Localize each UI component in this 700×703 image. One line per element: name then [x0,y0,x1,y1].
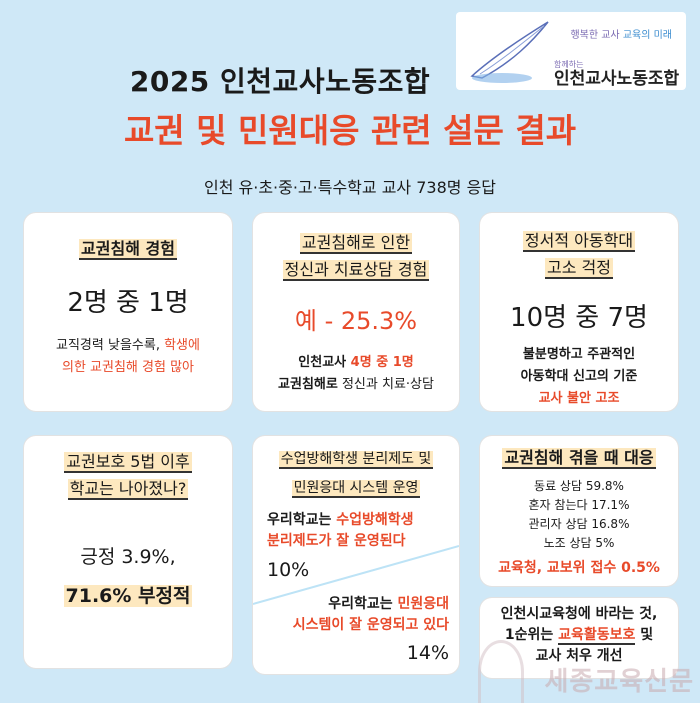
subtitle: 인천 유·초·중·고·특수학교 교사 738명 응답 [203,178,497,197]
card-psychiatric-treatment: 교권침해로 인한 정신과 치료상담 경험 예 - 25.3% 인천교사 4명 중 … [253,213,459,411]
card-note: 불분명하고 주관적인 아동학대 신고의 기준 교사 불안 고조 [520,347,638,406]
divider-line [253,545,459,605]
card-value: 10명 중 7명 [510,303,648,333]
title-line-2: 교권 및 민원대응 관련 설문 결과 [123,111,577,150]
statement-2: 우리학교는 민원응대 시스템이 잘 운영되고 있다 [292,596,449,633]
response-item: 관리자 상담 16.8% [528,517,630,531]
response-item-highlight: 교육청, 교보위 접수 0.5% [498,560,660,576]
card-value: 예 - 25.3% [294,307,418,335]
response-item: 노조 상담 5% [543,536,615,550]
card-five-laws-effect: 교권보호 5법 이후 학교는 나아졌나? 긍정 3.9%, 71.6% 부정적 [24,436,232,668]
card-note: 인천교사 4명 중 1명 교권침해로 정신과 치료·상담 [278,355,434,392]
card-heading: 교권침해로 인한 정신과 치료상담 경험 [282,233,430,281]
watermark-logo-icon [478,640,524,703]
union-logo: 행복한 교사 교육의 미래 함께하는 인천교사노동조합 [456,12,686,90]
card-child-abuse-concern: 정서적 아동학대 고소 걱정 10명 중 7명 불분명하고 주관적인 아동학대 신… [480,213,678,411]
logo-slogan: 행복한 교사 교육의 미래 [570,30,672,41]
statement-2-value: 14% [406,642,449,664]
card-heading: 수업방해학생 분리제도 및 민원응대 시스템 운영 [278,451,434,498]
card-value-negative: 71.6% 부정적 [63,585,193,607]
card-heading: 교권침해 경험 [79,239,177,260]
statement-1-value: 10% [267,559,310,581]
card-heading: 교권침해 겪을 때 대응 [502,448,656,469]
card-response-to-violation: 교권침해 겪을 때 대응 동료 상담 59.8% 혼자 참는다 17.1% 관리… [480,436,678,586]
statement-1: 우리학교는 수업방해학생 분리제도가 잘 운영된다 [267,512,414,549]
card-separation-system: 수업방해학생 분리제도 및 민원응대 시스템 운영 우리학교는 수업방해학생 분리… [253,436,459,674]
card-value-positive: 긍정 3.9%, [80,546,176,568]
logo-org-name: 인천교사노동조합 [554,69,680,89]
request-text: 인천시교육청에 바라는 것, 1순위는 교육활동보호 및 교사 처우 개선 [500,606,658,664]
card-heading: 교권보호 5법 이후 학교는 나아졌나? [64,452,192,500]
card-teacher-rights-violation: 교권침해 경험 2명 중 1명 교직경력 낮을수록, 학생에 의한 교권침해 경… [24,213,232,411]
card-value: 2명 중 1명 [67,288,189,318]
response-item: 동료 상담 59.8% [534,479,624,493]
card-heading: 정서적 아동학대 고소 걱정 [522,231,636,279]
response-item: 혼자 참는다 17.1% [528,498,630,512]
feather-logo-icon [470,21,549,83]
title-line-1: 2025 인천교사노동조합 [129,65,431,98]
logo-small-text: 함께하는 [554,60,584,69]
response-list: 동료 상담 59.8% 혼자 참는다 17.1% 관리자 상담 16.8% 노조… [480,477,678,553]
card-note: 교직경력 낮을수록, 학생에 의한 교권침해 경험 많아 [56,338,200,375]
watermark-text: 세종교육신문 [544,667,694,697]
